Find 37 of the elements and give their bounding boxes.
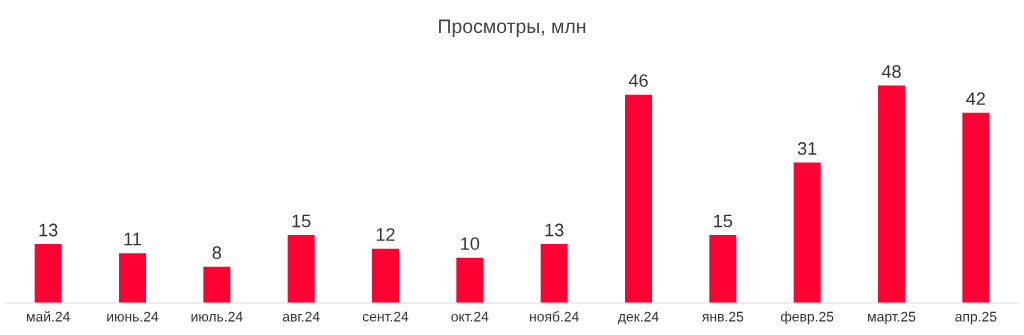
x-tick-label: нояб.24 [530, 311, 579, 322]
data-label: 13 [39, 223, 58, 237]
x-tick-label: февр.25 [780, 311, 834, 325]
data-label: 15 [292, 214, 311, 228]
bar [34, 244, 62, 303]
bar [119, 253, 146, 303]
data-label: 42 [966, 92, 985, 105]
bar [878, 85, 905, 303]
bar [625, 94, 652, 303]
x-tick-label: июнь.24 [107, 311, 159, 322]
bar [372, 248, 399, 303]
x-tick-label: май.24 [26, 311, 70, 322]
data-label: 15 [714, 214, 733, 228]
data-label: 13 [545, 223, 564, 237]
x-tick-label: март.25 [868, 311, 916, 325]
data-label: 31 [797, 142, 817, 155]
x-tick-label: дек.24 [618, 311, 659, 325]
data-label: 8 [212, 246, 222, 260]
x-tick-label: янв.25 [702, 311, 744, 322]
x-tick-label: окт.24 [451, 311, 489, 322]
bar [287, 235, 315, 303]
bar [962, 112, 990, 303]
bar [456, 257, 484, 303]
bar [793, 162, 821, 303]
data-label: 11 [124, 232, 141, 246]
chart-title: Просмотры, млн [439, 19, 586, 38]
x-tick-label: сент.24 [362, 311, 409, 322]
bar [203, 266, 231, 303]
bar [540, 244, 568, 303]
x-tick-label: авг.24 [282, 311, 320, 322]
data-label: 12 [376, 228, 395, 241]
data-label: 10 [461, 237, 480, 250]
data-label: 46 [628, 74, 648, 87]
x-tick-label: июль.24 [191, 311, 243, 322]
data-label: 48 [881, 65, 901, 78]
x-tick-label: апр.25 [955, 311, 997, 325]
bar [709, 235, 737, 303]
